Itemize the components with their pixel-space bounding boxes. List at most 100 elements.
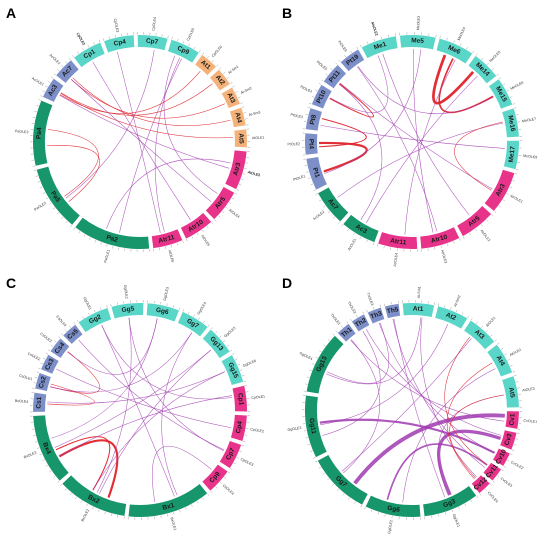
- axis-tick: [515, 169, 519, 171]
- axis-tick: [444, 305, 446, 308]
- synteny-link: [49, 351, 101, 394]
- synteny-link: [320, 124, 505, 149]
- synteny-link: [329, 83, 374, 118]
- panel-letter-b: B: [282, 5, 292, 21]
- axis-tick: [327, 211, 330, 214]
- axis-tick: [512, 103, 516, 105]
- synteny-link: [96, 317, 132, 493]
- axis-tick: [445, 512, 447, 515]
- axis-tick: [73, 227, 76, 230]
- axis-tick: [486, 62, 489, 66]
- axis-tick: [73, 322, 76, 325]
- gene-label: CvOLE3: [500, 477, 513, 488]
- chromosome-segment: [146, 303, 179, 322]
- axis-tick: [513, 444, 517, 446]
- axis-tick: [53, 475, 56, 478]
- axis-tick: [341, 224, 344, 227]
- synteny-link: [365, 328, 502, 436]
- axis-tick: [64, 488, 67, 491]
- axis-tick: [466, 47, 468, 50]
- gene-label: CsOLE3: [39, 332, 52, 343]
- link-layer: [47, 317, 233, 502]
- axis-tick: [185, 507, 187, 510]
- axis-tick: [438, 303, 440, 306]
- axis-tick: [216, 64, 219, 67]
- synteny-link: [357, 66, 438, 232]
- gene-label: AtrOLE3: [440, 249, 448, 263]
- axis-tick: [364, 506, 366, 510]
- axis-tick: [64, 329, 67, 332]
- chromosome-segment: [488, 79, 513, 109]
- gene-label: PtOLE4: [300, 85, 313, 94]
- axis-tick: [338, 221, 341, 224]
- axis-tick: [354, 501, 356, 504]
- axis-tick: [88, 312, 90, 316]
- axis-tick: [308, 177, 311, 179]
- axis-tick: [223, 476, 227, 479]
- axis-tick: [335, 330, 338, 333]
- axis-tick: [500, 348, 504, 350]
- chromosome-segment: [351, 314, 370, 332]
- gene-label: AtOLE4: [228, 208, 240, 219]
- chromosome-segment: [502, 108, 519, 138]
- gene-label: AtOLE6: [167, 250, 174, 263]
- axis-tick: [232, 85, 235, 88]
- gene-label: PtOLE3: [290, 113, 303, 120]
- axis-tick: [480, 224, 483, 227]
- synteny-link: [444, 336, 488, 465]
- axis-tick: [42, 192, 46, 194]
- axis-tick: [34, 441, 38, 443]
- axis-tick: [60, 65, 63, 68]
- gene-label: BxOLE1: [170, 517, 178, 531]
- axis-tick: [240, 102, 243, 104]
- axis-tick: [42, 357, 46, 360]
- axis-tick: [40, 186, 43, 189]
- gene-label: MeOLE1: [370, 22, 378, 37]
- synteny-link: [58, 439, 119, 498]
- axis-tick: [70, 225, 72, 228]
- axis-tick: [49, 470, 52, 473]
- gene-label: PtOLE5: [316, 60, 328, 71]
- synteny-link: [326, 317, 422, 385]
- axis-tick: [509, 186, 513, 189]
- segment-label: Atr11: [158, 234, 176, 245]
- chromosome-segment: [205, 186, 235, 220]
- synteny-link: [101, 325, 233, 400]
- axis-tick: [83, 234, 86, 237]
- axis-tick: [497, 475, 500, 478]
- axis-tick: [110, 303, 112, 307]
- axis-tick: [512, 371, 516, 373]
- panel-d: At1At2At3At4At5Cv1Cv3Cv10Cv11Cv12Gg3Gg6G…: [282, 275, 537, 534]
- axis-tick: [210, 490, 213, 494]
- axis-tick: [233, 462, 236, 465]
- axis-tick: [229, 349, 233, 352]
- gene-label: MeOLE5: [489, 50, 502, 63]
- chromosome-segment: [311, 84, 332, 109]
- axis-tick: [337, 488, 339, 491]
- chromosome-segment: [209, 69, 230, 91]
- synteny-link: [54, 349, 212, 448]
- segment-label: At2: [445, 312, 458, 323]
- axis-tick: [515, 438, 519, 440]
- chromosome-segment: [402, 303, 435, 318]
- chromosome-segment: [435, 306, 468, 329]
- panel-letter-d: D: [282, 275, 292, 291]
- chromosome-segment: [229, 107, 246, 128]
- axis-tick: [193, 314, 195, 317]
- synteny-link: [337, 122, 504, 198]
- segment-label: Gg3: [442, 498, 457, 509]
- axis-tick: [383, 303, 385, 307]
- axis-tick: [57, 69, 60, 72]
- gene-label: MeOLE3: [416, 16, 421, 30]
- axis-tick: [77, 51, 79, 54]
- chromosome-segment: [35, 373, 51, 392]
- axis-tick: [514, 173, 518, 175]
- axis-tick: [434, 302, 435, 305]
- chromosome-segment: [306, 156, 327, 190]
- axis-tick: [167, 35, 169, 39]
- gene-label: MeOLE4: [457, 26, 467, 41]
- axis-tick: [38, 367, 41, 370]
- axis-tick: [37, 181, 41, 183]
- axis-tick: [319, 350, 322, 353]
- axis-tick: [327, 338, 330, 341]
